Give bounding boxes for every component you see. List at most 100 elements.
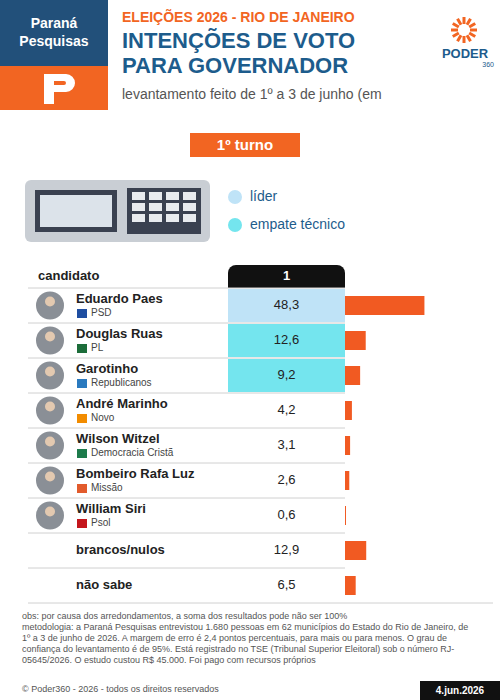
candidate-photo [36,502,64,530]
logo-ray [470,29,477,32]
candidate-face [45,367,55,377]
value-cell [228,464,345,497]
value-cell [228,394,345,427]
row-separator [28,323,345,324]
data-label: 3,1 [228,437,345,452]
candidate-face [45,332,55,342]
row-separator [28,428,345,429]
row-separator [28,463,345,464]
bar [345,506,346,525]
row-separator [28,568,345,569]
logo: PODER [436,46,494,61]
party-icon [77,484,87,493]
bar [345,331,366,350]
candidate-name: André Marinho [76,396,168,411]
key-label: líder [250,188,277,204]
copyright: © Poder360 - 2026 - todos os direitos re… [22,684,219,694]
key-swatch [228,218,242,232]
row-separator [28,533,345,534]
ballot-key [183,214,196,222]
ballot-key [132,203,145,211]
party-name: PL [91,342,103,353]
party-icon [77,519,87,528]
data-label: 4,2 [228,402,345,417]
logo-ray [458,19,462,25]
candidate-name: Douglas Ruas [76,326,163,341]
logo-ray [458,35,462,41]
ballot-keypad [127,188,201,234]
candidate-name: Eduardo Paes [76,291,163,306]
bars [345,296,424,595]
column-header-box [228,265,345,288]
candidate-face [45,472,55,482]
party-name: Missão [91,482,123,493]
candidate-photo [36,432,64,460]
bar [345,541,366,560]
value-cell [228,359,345,392]
methodology: metodologia: a Paraná Pesquisas entrevis… [22,622,478,666]
data-label: 2,6 [228,472,345,487]
logo-mark [451,17,477,43]
party-name: Democracia Cristã [91,447,173,458]
category-name: brancos/nulos [76,542,165,557]
round: 1º turno [190,136,300,153]
ballot-key [149,214,162,222]
logo-sub: 360 [436,61,494,68]
value-cell [228,289,345,322]
candidate-face [45,437,55,447]
date-box [420,681,500,700]
row-separator [28,393,345,394]
party-name: Republicanos [91,377,152,388]
logo-ray [467,19,471,25]
logo-ray [453,33,459,37]
party-icon [77,309,87,318]
ballot-display [40,195,112,227]
candidate-photo [36,467,64,495]
logo-ray [463,17,466,24]
candidate-photo [36,362,64,390]
logo-ray [463,36,466,43]
footnote: obs: por causa dos arredondamentos, a so… [22,611,478,622]
column-header: 1 [228,268,345,283]
ballot-body [25,180,210,242]
round-box [190,133,300,157]
ballot-key [183,203,196,211]
bar [345,436,350,455]
key-label: empate técnico [250,216,345,232]
value-axis [345,603,493,604]
party-icon [77,449,87,458]
logo-ray [453,24,459,28]
candidate-face [45,402,55,412]
candidate-name: Garotinho [76,361,138,376]
party-name: Psol [91,517,110,528]
logo-ray [467,35,471,41]
party-icon [77,414,87,423]
bar [345,401,352,420]
row-header: candidato [38,268,99,283]
candidate-photo [36,292,64,320]
value-cell [228,534,345,567]
ballot-key [149,203,162,211]
row-separator [28,498,345,499]
data-label: 9,2 [228,367,345,382]
value-cell [228,569,345,602]
category-name: não sabe [76,577,132,592]
bar [345,366,360,385]
bar [345,576,356,595]
logo-ray [469,33,475,37]
subtitle: levantamento feito de 1º a 3 de junho (e… [122,86,422,102]
bar [345,471,349,490]
candidate-photo [36,397,64,425]
ballot-key [132,192,145,200]
bar [345,296,424,315]
brand-icon [44,74,75,104]
data-label: 12,6 [228,332,345,347]
candidate-face [45,507,55,517]
brand-box [0,0,108,66]
row-separator [28,603,345,604]
candidate-name: Bombeiro Rafa Luz [76,466,194,481]
data-label: 0,6 [228,507,345,522]
ballot-key [166,203,179,211]
ballot-key [149,192,162,200]
row-separator [28,288,345,289]
